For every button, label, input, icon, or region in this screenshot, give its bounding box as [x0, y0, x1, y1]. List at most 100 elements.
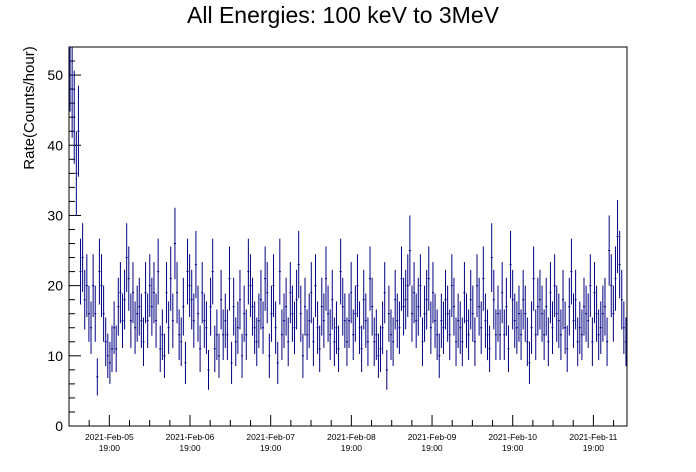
- data-point: [257, 293, 260, 348]
- data-point: [503, 309, 506, 361]
- data-point: [538, 269, 541, 330]
- data-point: [282, 293, 286, 348]
- data-point: [272, 254, 275, 318]
- data-point: [119, 262, 122, 324]
- data-point: [429, 301, 432, 355]
- data-point: [398, 301, 401, 355]
- data-point: [513, 293, 516, 348]
- data-point: [331, 269, 334, 330]
- data-point: [463, 262, 466, 324]
- data-point: [144, 262, 147, 324]
- data-point: [421, 317, 424, 367]
- data-point: [127, 246, 130, 311]
- data-point: [507, 325, 510, 373]
- data-point: [316, 301, 319, 355]
- axes: 010203040502021-Feb-0519:002021-Feb-0619…: [47, 46, 628, 453]
- data-point: [87, 285, 90, 342]
- data-point: [308, 293, 311, 348]
- data-point: [379, 325, 382, 373]
- data-point: [289, 262, 292, 324]
- data-point: [159, 325, 162, 373]
- data-point: [440, 293, 443, 348]
- data-point: [595, 285, 598, 342]
- x-tick-time: 19:00: [179, 443, 201, 453]
- data-point: [125, 223, 128, 292]
- data-point: [146, 293, 149, 348]
- data-point: [400, 246, 403, 311]
- data-point: [528, 341, 531, 384]
- data-point: [270, 285, 273, 342]
- data-point: [249, 254, 252, 318]
- data-point: [618, 230, 621, 299]
- data-point: [169, 246, 172, 311]
- data-point: [457, 293, 460, 348]
- y-tick-label: 20: [47, 278, 63, 294]
- data-point: [287, 317, 290, 367]
- data-point: [98, 238, 101, 305]
- data-point: [155, 293, 158, 348]
- chart-title: All Energies: 100 keV to 3MeV: [187, 2, 500, 28]
- x-tick-time: 19:00: [502, 443, 524, 453]
- data-point: [178, 309, 181, 361]
- data-point: [534, 309, 537, 361]
- data-point: [471, 285, 474, 342]
- x-tick-date: 2021-Feb-07: [246, 432, 295, 442]
- y-tick-label: 40: [47, 137, 63, 153]
- data-point: [255, 317, 258, 367]
- data-point: [215, 309, 218, 361]
- data-point: [540, 285, 544, 342]
- data-point: [387, 285, 390, 342]
- data-point: [415, 293, 418, 348]
- data-point: [480, 301, 483, 355]
- data-point: [499, 309, 502, 361]
- data-point: [115, 325, 118, 373]
- data-point: [473, 317, 476, 367]
- data-point: [106, 333, 109, 379]
- data-point: [171, 293, 174, 348]
- data-point: [350, 262, 353, 324]
- data-point: [362, 269, 365, 330]
- data-point: [452, 277, 455, 336]
- data-point: [530, 301, 533, 355]
- data-point: [89, 301, 93, 355]
- data-point: [180, 317, 183, 367]
- data-point: [129, 293, 132, 348]
- data-point: [475, 254, 479, 318]
- data-point: [406, 254, 409, 318]
- data-point: [601, 285, 604, 342]
- data-point: [85, 254, 88, 318]
- data-point: [148, 254, 151, 318]
- data-point: [496, 285, 500, 342]
- data-point: [624, 317, 627, 367]
- data-point: [532, 246, 535, 311]
- data-point: [345, 317, 348, 367]
- data-point: [608, 215, 611, 286]
- x-tick-date: 2021-Feb-06: [166, 432, 215, 442]
- data-point: [438, 333, 441, 379]
- data-point: [314, 254, 317, 318]
- data-point: [186, 238, 189, 305]
- data-point: [293, 301, 296, 355]
- data-point: [102, 285, 105, 342]
- data-point: [192, 293, 195, 348]
- data-point: [603, 277, 607, 336]
- data-point: [213, 325, 216, 373]
- data-point: [578, 301, 581, 355]
- data-point: [599, 301, 602, 355]
- data-point: [366, 317, 369, 367]
- data-point: [610, 254, 613, 318]
- data-point: [373, 317, 376, 367]
- data-point: [201, 262, 204, 324]
- data-point: [454, 317, 458, 367]
- data-point: [585, 285, 588, 342]
- data-point: [96, 358, 99, 396]
- data-point: [194, 230, 197, 299]
- data-point: [549, 262, 552, 324]
- data-point: [163, 333, 166, 379]
- data-point: [459, 301, 462, 355]
- data-point: [259, 269, 262, 330]
- data-point: [167, 301, 170, 355]
